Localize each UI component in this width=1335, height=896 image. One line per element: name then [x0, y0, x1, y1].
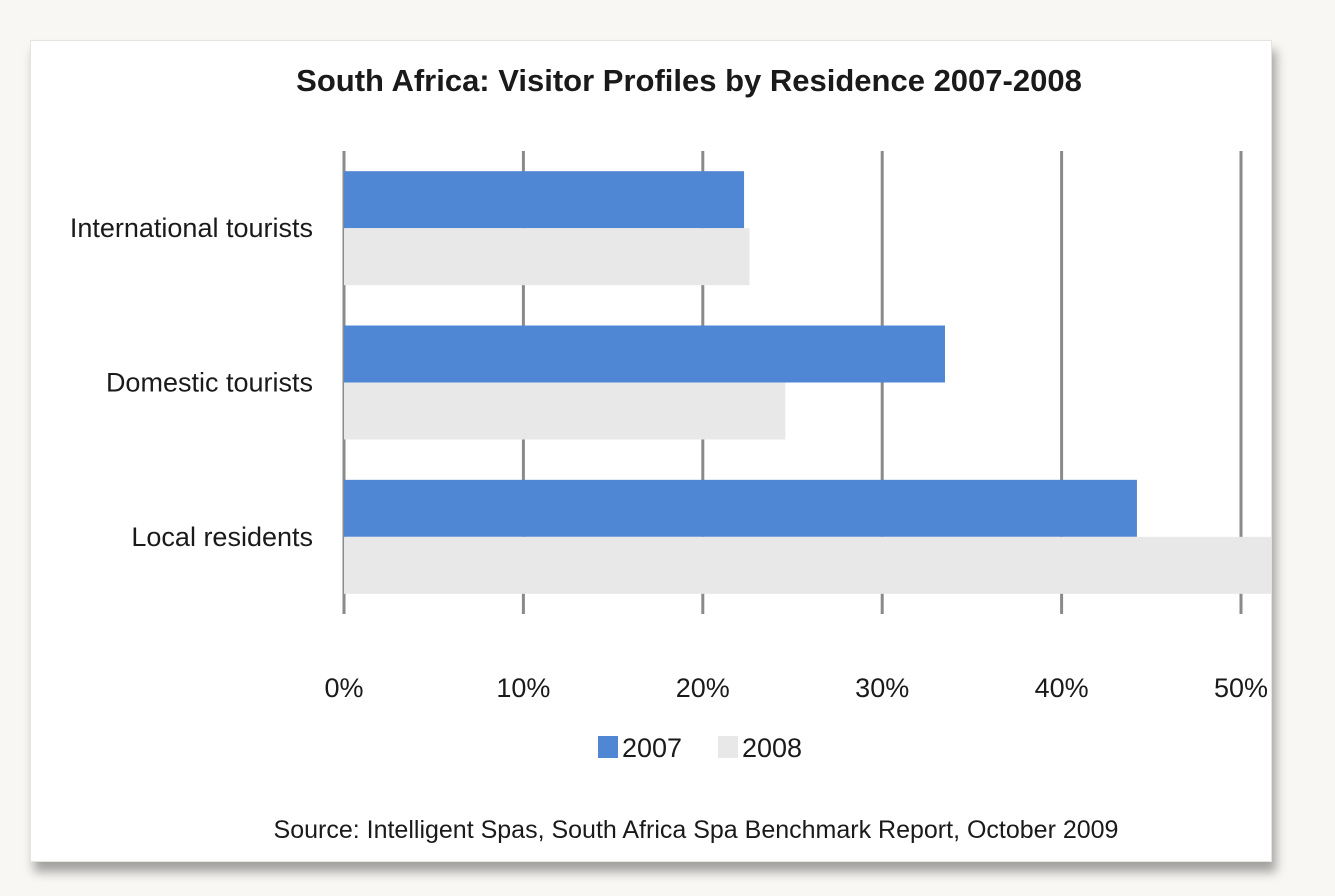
bar-2008-1 [344, 382, 786, 440]
bar-2008-2 [344, 536, 1271, 594]
legend-swatch-2008 [718, 736, 738, 758]
x-tick-label-3: 30% [855, 673, 909, 703]
x-tick-label-4: 40% [1035, 673, 1089, 703]
category-label-0: International tourists [70, 213, 313, 243]
x-tick-label-5: 50% [1214, 673, 1268, 703]
legend-swatch-2007 [598, 736, 618, 758]
chart-card: South Africa: Visitor Profiles by Reside… [30, 40, 1272, 862]
legend-label-2008: 2008 [742, 733, 802, 763]
x-tick-labels: 0% 10% 20% 30% 40% 50% [324, 673, 1268, 703]
bar-2007-2 [344, 479, 1137, 537]
x-tick-label-2: 20% [676, 673, 730, 703]
source-note: Source: Intelligent Spas, South Africa S… [274, 816, 1119, 844]
category-label-1: Domestic tourists [106, 368, 313, 398]
category-labels: International tourists Domestic tourists L… [70, 213, 313, 552]
bar-chart: South Africa: Visitor Profiles by Reside… [70, 63, 1271, 844]
bar-2007-0 [344, 171, 745, 229]
x-tick-label-0: 0% [324, 673, 363, 703]
x-tick-label-1: 10% [496, 673, 550, 703]
chart-title: South Africa: Visitor Profiles by Reside… [296, 63, 1082, 98]
legend-label-2007: 2007 [622, 733, 682, 763]
bar-2008-0 [344, 228, 750, 286]
category-label-2: Local residents [131, 522, 313, 552]
bar-2007-1 [344, 325, 945, 383]
legend: 2007 2008 [598, 733, 802, 763]
bars [344, 171, 1271, 594]
